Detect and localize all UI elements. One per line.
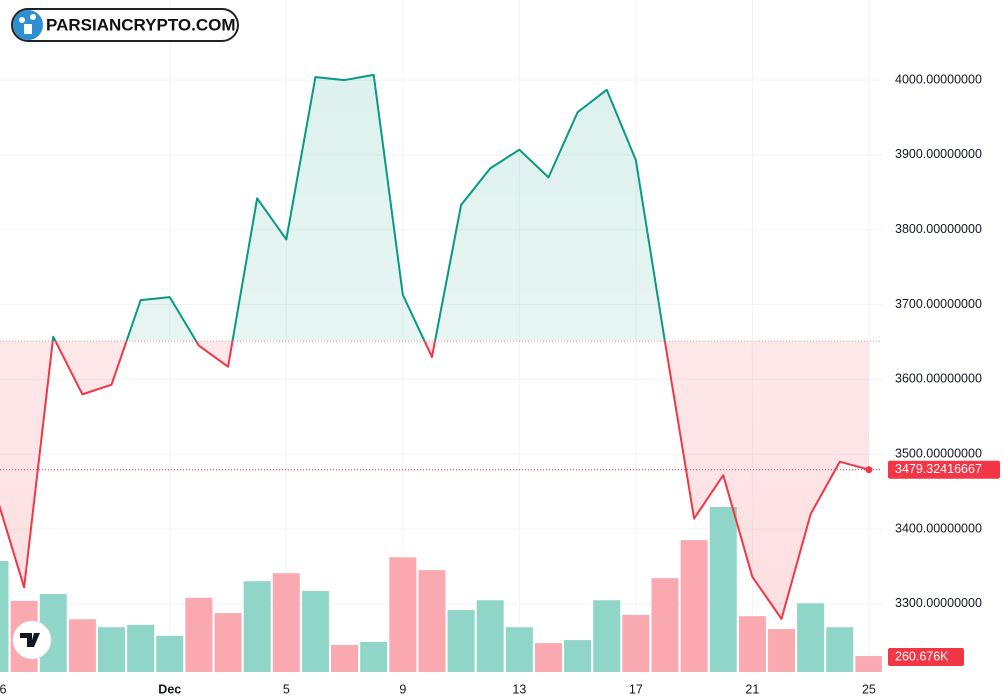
x-tick-label: 6 — [0, 682, 7, 696]
volume-bar — [797, 603, 825, 672]
volume-bar — [360, 641, 388, 672]
volume-bar — [127, 624, 155, 672]
volume-bar — [651, 578, 679, 672]
y-tick-label: 3400.00000000 — [895, 521, 982, 535]
volume-bar — [534, 643, 562, 672]
tv-badge — [12, 620, 52, 660]
x-tick-label: 25 — [862, 682, 876, 696]
volume-bar — [622, 614, 650, 672]
volume-bar — [768, 629, 796, 672]
brand-text: PARSIANCRYPTO.COM — [46, 15, 236, 34]
volume-bar — [593, 600, 621, 672]
y-tick-label: 4000.00000000 — [895, 72, 982, 86]
volume-bar — [98, 627, 126, 672]
volume-label-box — [888, 648, 964, 666]
volume-bar — [680, 540, 708, 672]
logo-bar — [24, 24, 32, 34]
brand-logo: PARSIANCRYPTO.COM — [11, 8, 239, 42]
volume-bar — [447, 610, 475, 672]
x-tick-label: 17 — [629, 682, 643, 696]
badge-glyph — [20, 633, 40, 647]
y-tick-label: 3300.00000000 — [895, 596, 982, 610]
volume-bar — [505, 627, 533, 672]
volume-bar — [214, 613, 242, 672]
x-tick-label: 13 — [512, 682, 526, 696]
volume-bar — [709, 507, 737, 672]
volume-bar — [301, 591, 329, 672]
y-tick-label: 3900.00000000 — [895, 147, 982, 161]
area-down — [0, 341, 869, 619]
logo-dot — [19, 17, 25, 23]
x-tick-label: Dec — [158, 682, 181, 696]
volume-bar — [855, 656, 882, 672]
last-price-label: 3479.32416667 — [895, 462, 982, 476]
volume-bar — [243, 581, 271, 672]
x-tick-label: 9 — [399, 682, 406, 696]
logo-pill — [11, 8, 239, 42]
logo-dot — [30, 14, 36, 20]
price-line-up — [51, 73, 666, 342]
volume-bar — [331, 645, 359, 672]
volume-bar — [738, 616, 766, 672]
area-up — [0, 74, 869, 342]
volume-bar — [418, 570, 446, 672]
y-tick-label: 3500.00000000 — [895, 447, 982, 461]
volume-bar — [156, 635, 184, 672]
y-tick-label: 3800.00000000 — [895, 222, 982, 236]
volume-bar — [389, 557, 417, 672]
volume-bar — [826, 627, 854, 672]
volume-bar — [564, 640, 592, 672]
last-price-box — [888, 460, 1000, 479]
y-tick-label: 3600.00000000 — [895, 372, 982, 386]
axes: 3300.000000003400.000000003500.000000003… — [0, 72, 1000, 696]
volume-bar — [476, 600, 504, 672]
volume — [0, 507, 882, 672]
volume-bar — [68, 619, 96, 672]
volume-label: 260.676K — [895, 649, 949, 663]
plot — [0, 73, 882, 620]
y-tick-label: 3700.00000000 — [895, 297, 982, 311]
last-price-dot — [865, 466, 873, 474]
volume-bar — [272, 573, 300, 672]
volume-bar — [185, 597, 213, 672]
price-line-down — [0, 341, 870, 620]
x-tick-label: 21 — [745, 682, 759, 696]
x-tick-label: 5 — [283, 682, 290, 696]
volume-bar — [0, 560, 9, 672]
